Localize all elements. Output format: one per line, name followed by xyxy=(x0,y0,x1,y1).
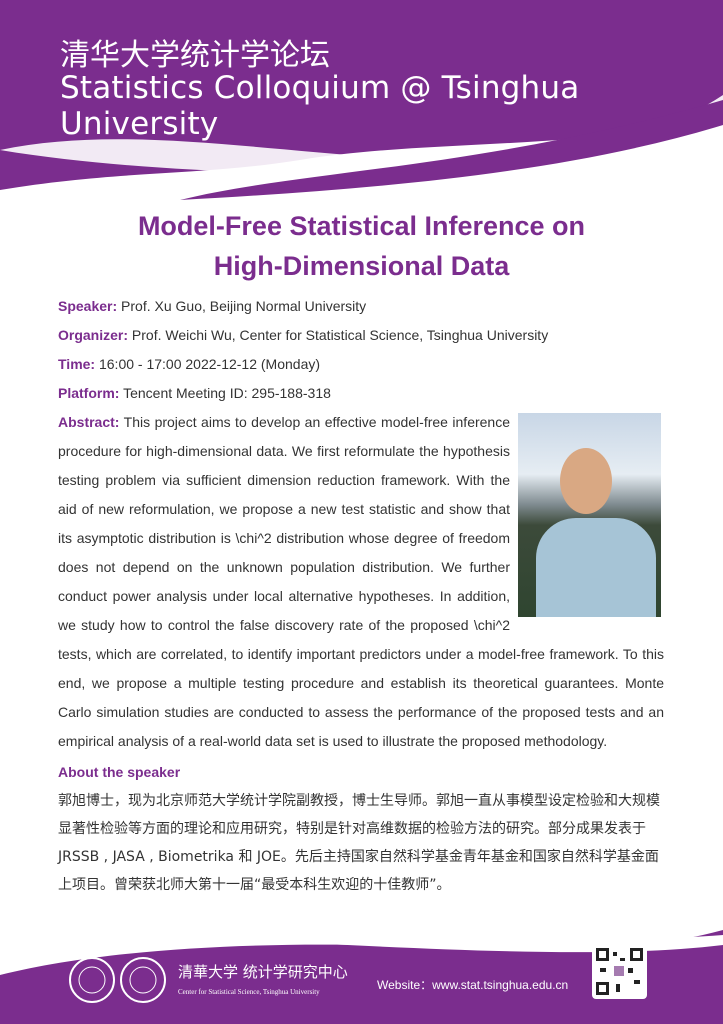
about-heading: About the speaker xyxy=(58,764,181,780)
detail-platform: Platform: Tencent Meeting ID: 295-188-31… xyxy=(58,379,664,408)
label: Organizer: xyxy=(58,327,129,343)
value: Prof. Weichi Wu, Center for Statistical … xyxy=(131,327,549,343)
center-name-en: Center for Statistical Science, Tsinghua… xyxy=(178,988,320,996)
colloquium-title-en: Statistics Colloquium @ Tsinghua Univers… xyxy=(60,70,580,142)
detail-speaker: Speaker: Prof. Xu Guo, Beijing Normal Un… xyxy=(58,292,664,321)
about-text: 郭旭博士，现为北京师范大学统计学院副教授，博士生导师。郭旭一直从事模型设定检验和… xyxy=(58,793,660,893)
talk-title-line: Model-Free Statistical Inference on xyxy=(137,211,586,241)
label: Platform: xyxy=(58,385,120,401)
website-link[interactable]: Website：www.stat.tsinghua.edu.cn xyxy=(377,978,569,992)
talk-title-line: High-Dimensional Data xyxy=(213,251,510,281)
abstract-text: This project aims to develop an effectiv… xyxy=(58,414,664,749)
qr-code xyxy=(592,944,647,999)
abstract-label: Abstract: xyxy=(58,414,120,430)
value: 16:00 - 17:00 2022-12-12 (Monday) xyxy=(98,356,321,372)
value: Tencent Meeting ID: 295-188-318 xyxy=(123,385,331,401)
speaker-photo xyxy=(518,413,661,617)
talk-title: Model-Free Statistical Inference on High… xyxy=(0,206,723,286)
center-name-cn: 清華大学 统计学研究中心 xyxy=(178,963,348,981)
talk-details: Speaker: Prof. Xu Guo, Beijing Normal Un… xyxy=(58,292,664,899)
colloquium-title-cn: 清华大学统计学论坛 xyxy=(60,38,330,73)
detail-time: Time: 16:00 - 17:00 2022-12-12 (Monday) xyxy=(58,350,664,379)
value: Prof. Xu Guo, Beijing Normal University xyxy=(121,298,367,314)
abstract: Abstract: This project aims to develop a… xyxy=(58,408,664,756)
detail-organizer: Organizer: Prof. Weichi Wu, Center for S… xyxy=(58,321,664,350)
label: Time: xyxy=(58,356,96,372)
label: Speaker: xyxy=(58,298,118,314)
